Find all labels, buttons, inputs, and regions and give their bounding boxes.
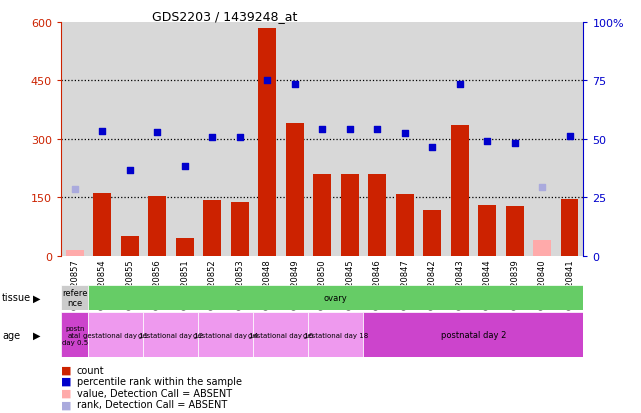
- Text: postnatal day 2: postnatal day 2: [440, 330, 506, 339]
- Point: [235, 134, 245, 141]
- Bar: [506, 206, 524, 256]
- Bar: [93, 193, 111, 256]
- Bar: [144, 313, 198, 357]
- Text: ■: ■: [61, 376, 71, 386]
- Text: GDS2203 / 1439248_at: GDS2203 / 1439248_at: [152, 10, 297, 23]
- Text: ■: ■: [61, 365, 71, 375]
- Point: [97, 128, 107, 135]
- Text: ▶: ▶: [33, 293, 41, 303]
- Point: [427, 144, 437, 150]
- Text: gestational day 11: gestational day 11: [83, 332, 149, 338]
- Bar: [88, 313, 144, 357]
- Bar: [363, 313, 583, 357]
- Bar: [395, 195, 413, 256]
- Point: [69, 187, 79, 193]
- Text: count: count: [77, 365, 104, 375]
- Point: [482, 138, 492, 145]
- Bar: [286, 124, 304, 256]
- Text: postn
atal
day 0.5: postn atal day 0.5: [62, 325, 88, 345]
- Text: refere
nce: refere nce: [62, 288, 87, 307]
- Text: gestational day 14: gestational day 14: [194, 332, 258, 338]
- Bar: [258, 28, 276, 256]
- Point: [344, 126, 354, 133]
- Bar: [313, 174, 331, 256]
- Text: gestational day 18: gestational day 18: [303, 332, 369, 338]
- Text: ovary: ovary: [324, 293, 347, 302]
- Bar: [203, 201, 221, 256]
- Text: tissue: tissue: [2, 293, 31, 303]
- Point: [152, 129, 162, 136]
- Bar: [423, 210, 441, 256]
- Text: gestational day 16: gestational day 16: [248, 332, 313, 338]
- Bar: [176, 239, 194, 256]
- Text: gestational day 12: gestational day 12: [138, 332, 203, 338]
- Text: percentile rank within the sample: percentile rank within the sample: [77, 376, 242, 386]
- Bar: [561, 199, 578, 256]
- Point: [207, 134, 217, 141]
- Point: [290, 82, 300, 88]
- Bar: [340, 174, 358, 256]
- Bar: [198, 313, 253, 357]
- Bar: [61, 285, 88, 311]
- Bar: [308, 313, 363, 357]
- Text: ■: ■: [61, 388, 71, 398]
- Point: [372, 126, 382, 133]
- Text: value, Detection Call = ABSENT: value, Detection Call = ABSENT: [77, 388, 232, 398]
- Bar: [61, 313, 88, 357]
- Bar: [451, 126, 469, 256]
- Point: [537, 185, 547, 191]
- Point: [179, 163, 190, 170]
- Text: age: age: [2, 330, 20, 340]
- Point: [454, 82, 465, 88]
- Bar: [478, 206, 496, 256]
- Point: [124, 167, 135, 174]
- Text: ■: ■: [61, 399, 71, 409]
- Point: [565, 133, 575, 140]
- Bar: [148, 197, 166, 256]
- Point: [317, 126, 328, 133]
- Point: [510, 140, 520, 147]
- Bar: [533, 240, 551, 256]
- Text: ▶: ▶: [33, 330, 41, 340]
- Bar: [121, 237, 138, 256]
- Bar: [253, 313, 308, 357]
- Bar: [368, 174, 386, 256]
- Bar: [66, 250, 83, 256]
- Point: [262, 78, 272, 84]
- Bar: [231, 202, 249, 256]
- Text: rank, Detection Call = ABSENT: rank, Detection Call = ABSENT: [77, 399, 227, 409]
- Point: [399, 130, 410, 137]
